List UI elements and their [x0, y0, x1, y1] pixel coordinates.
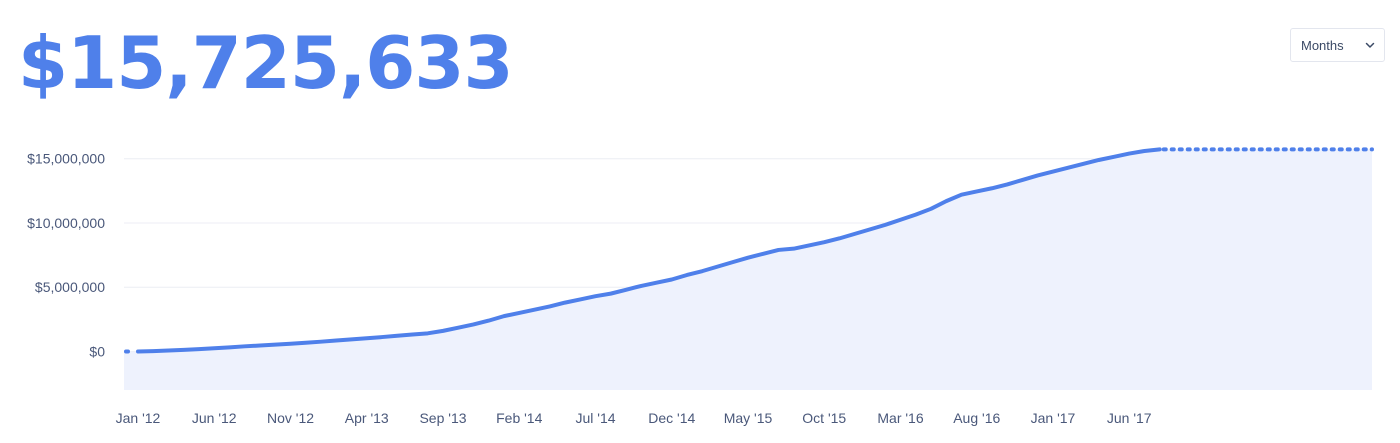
x-tick-label: Nov '12	[267, 410, 314, 426]
chevron-down-icon	[1365, 42, 1375, 48]
x-tick-label: Feb '14	[496, 410, 542, 426]
x-tick-label: Jan '12	[116, 410, 161, 426]
x-tick-label: Jun '17	[1107, 410, 1152, 426]
y-tick-label: $15,000,000	[27, 151, 105, 167]
x-tick-label: Aug '16	[953, 410, 1000, 426]
x-tick-label: Jun '12	[192, 410, 237, 426]
x-tick-label: Dec '14	[648, 410, 695, 426]
axis-labels: $0 $5,000,000 $10,000,000 $15,000,000 Jan '1…	[27, 151, 1152, 426]
total-value-headline: $15,725,633	[18, 21, 514, 105]
y-tick-label: $0	[89, 343, 105, 359]
end-markers	[124, 147, 1374, 354]
x-tick-label: Apr '13	[345, 410, 389, 426]
y-tick-label: $5,000,000	[35, 279, 105, 295]
period-select-label: Months	[1301, 38, 1344, 53]
x-tick-label: Mar '16	[877, 410, 923, 426]
period-select[interactable]: Months	[1290, 28, 1385, 62]
series-line	[136, 147, 1162, 354]
y-tick-label: $10,000,000	[27, 215, 105, 231]
x-tick-label: Sep '13	[419, 410, 466, 426]
x-tick-label: May '15	[724, 410, 773, 426]
area-fill	[124, 149, 1372, 390]
x-tick-label: Oct '15	[802, 410, 846, 426]
x-tick-label: Jan '17	[1031, 410, 1076, 426]
x-tick-label: Jul '14	[575, 410, 615, 426]
